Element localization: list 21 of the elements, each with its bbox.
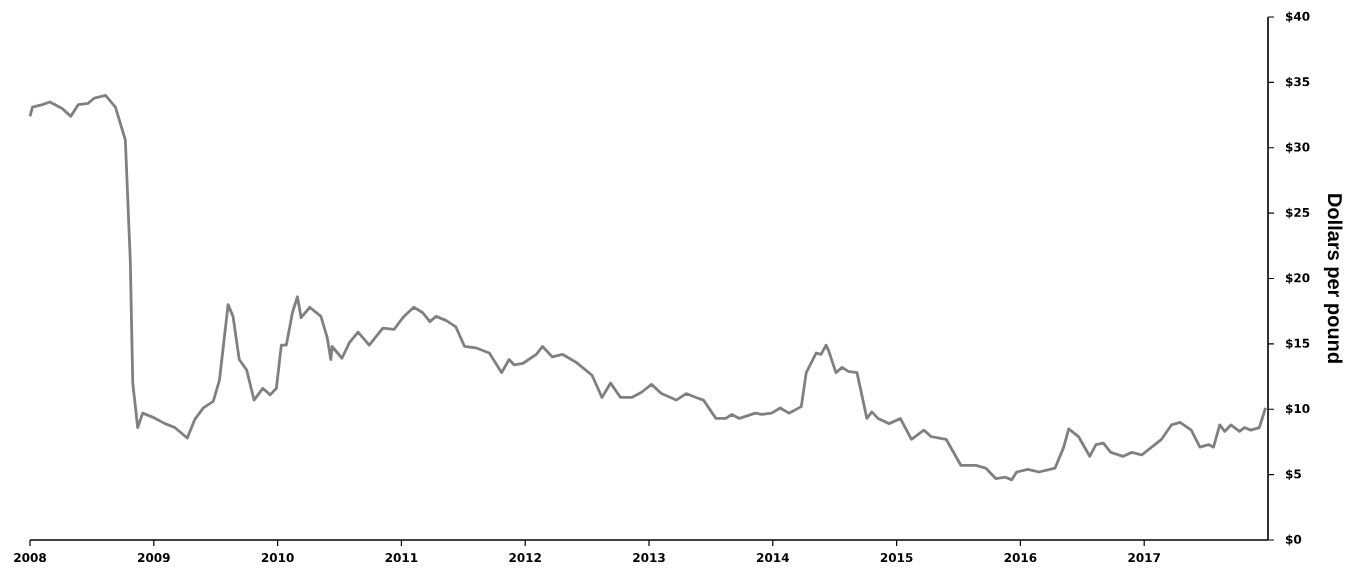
y-tick-label: $15 — [1285, 338, 1310, 350]
y-tick-label: $5 — [1285, 469, 1301, 481]
x-tick-label: 2015 — [880, 553, 913, 563]
x-tick-label: 2013 — [633, 553, 665, 563]
x-tick-label: 2014 — [757, 553, 789, 563]
y-tick-label: $0 — [1285, 534, 1302, 546]
x-tick-label: 2008 — [14, 553, 46, 563]
x-tick-label: 2010 — [261, 553, 294, 563]
x-tick-label: 2011 — [385, 553, 418, 563]
y-tick-label: $25 — [1285, 207, 1310, 219]
x-tick-label: 2009 — [138, 553, 170, 563]
y-tick-label: $30 — [1285, 142, 1310, 154]
y-tick-label: $35 — [1285, 77, 1310, 88]
y-tick-label: $40 — [1285, 11, 1310, 23]
x-tick-label: 2012 — [509, 553, 541, 563]
x-tick-label: 2017 — [1128, 553, 1160, 563]
y-tick-label: $20 — [1285, 273, 1310, 285]
y-axis-title: Dollars per pound — [1323, 194, 1343, 363]
x-tick-label: 2016 — [1004, 553, 1037, 563]
line-series — [28, 94, 1267, 482]
y-tick-label: $10 — [1285, 403, 1310, 415]
